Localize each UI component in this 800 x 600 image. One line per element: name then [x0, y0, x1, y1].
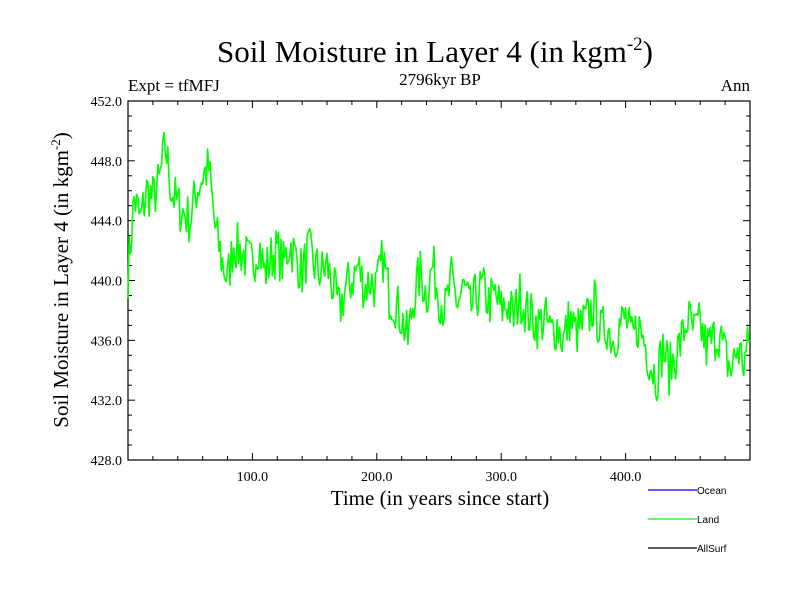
x-axis: 100.0 200.0 300.0 400.0	[152, 101, 726, 485]
legend-ocean-label: Ocean	[697, 486, 726, 497]
legend-land-label: Land	[697, 515, 719, 526]
y-tick-label: 440.0	[91, 275, 123, 290]
legend: Ocean Land AllSurf	[648, 486, 727, 555]
x-tick-label: 300.0	[485, 470, 517, 485]
experiment-label: Expt = tfMFJ	[128, 76, 220, 95]
y-tick-label: 432.0	[91, 394, 123, 409]
y-tick-label: 444.0	[91, 215, 123, 230]
x-axis-label: Time (in years since start)	[331, 486, 550, 510]
legend-allsurf-label: AllSurf	[697, 544, 727, 555]
y-axis-label: Soil Moisture in Layer 4 (in kgm-2)	[48, 132, 73, 427]
y-tick-label: 448.0	[91, 155, 123, 170]
plot-frame	[127, 100, 751, 461]
y-tick-label: 436.0	[91, 334, 123, 349]
period-label: 2796kyr BP	[399, 70, 481, 89]
chart-title: Soil Moisture in Layer 4 (in kgm-2)	[217, 34, 653, 69]
y-tick-label: 452.0	[91, 95, 123, 110]
series-land-line	[127, 131, 751, 402]
y-axis: 428.0 432.0 436.0 440.0 444.0 448.0 452.0	[91, 95, 750, 469]
season-label: Ann	[721, 76, 751, 95]
y-tick-label: 428.0	[91, 454, 123, 469]
series-group	[127, 131, 751, 402]
x-tick-label: 100.0	[237, 470, 269, 485]
x-tick-label: 400.0	[610, 470, 642, 485]
x-tick-label: 200.0	[361, 470, 393, 485]
